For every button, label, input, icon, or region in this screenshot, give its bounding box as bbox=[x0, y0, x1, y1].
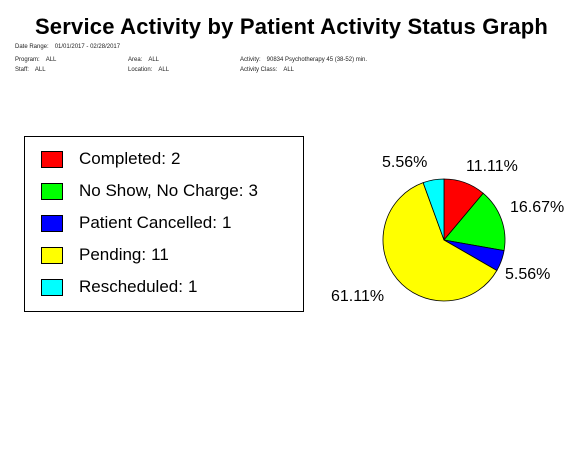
pie-slice-rescheduled bbox=[422, 178, 445, 241]
legend-value: 3 bbox=[248, 181, 258, 200]
location-filter: Location: ALL bbox=[128, 67, 169, 73]
program-label: Program: bbox=[15, 57, 40, 63]
pie-slice-no-show bbox=[443, 192, 506, 252]
area-label: Area: bbox=[128, 57, 143, 63]
legend-item-pending: Pending:11 bbox=[41, 243, 169, 267]
activity-class-filter: Activity Class: ALL bbox=[240, 67, 294, 73]
legend-swatch bbox=[41, 246, 63, 264]
area-value: ALL bbox=[148, 57, 160, 63]
legend-item-no-show: No Show, No Charge:3 bbox=[41, 179, 258, 203]
program-value: ALL bbox=[45, 57, 57, 63]
slice-percent-label: 16.67% bbox=[510, 199, 564, 216]
program-filter: Program: ALL bbox=[15, 57, 56, 63]
location-label: Location: bbox=[128, 67, 153, 73]
legend-swatch bbox=[41, 182, 63, 200]
slice-percent-label: 5.56% bbox=[505, 266, 550, 283]
legend-swatch bbox=[41, 278, 63, 296]
activity-filter: Activity: 90834 Psychotherapy 45 (38-52) … bbox=[240, 57, 367, 63]
legend-value: 11 bbox=[151, 245, 169, 264]
staff-filter: Staff: ALL bbox=[15, 67, 46, 73]
legend-item-rescheduled: Rescheduled:1 bbox=[41, 275, 197, 299]
legend-label: Rescheduled bbox=[79, 277, 179, 296]
date-range: Date Range: 01/01/2017 - 02/28/2017 bbox=[15, 44, 120, 50]
activity-class-label: Activity Class: bbox=[240, 67, 278, 73]
legend-value: 2 bbox=[170, 149, 181, 168]
staff-label: Staff: bbox=[15, 67, 29, 73]
legend-swatch bbox=[41, 150, 63, 168]
location-value: ALL bbox=[158, 67, 170, 73]
slice-percent-label: 61.11% bbox=[331, 288, 384, 305]
area-filter: Area: ALL bbox=[128, 57, 159, 63]
activity-value: 90834 Psychotherapy 45 (38-52) min. bbox=[266, 57, 368, 63]
activity-class-value: ALL bbox=[283, 67, 295, 73]
pie-slice-pending bbox=[382, 182, 498, 302]
chart-title: Service Activity by Patient Activity Sta… bbox=[34, 14, 549, 39]
legend-label: No Show, No Charge bbox=[79, 181, 239, 200]
legend-item-patient-cancelled: Patient Cancelled:1 bbox=[41, 211, 231, 235]
legend-swatch bbox=[41, 214, 63, 232]
legend-value: 1 bbox=[222, 213, 232, 232]
activity-label: Activity: bbox=[240, 57, 261, 63]
legend-value: 1 bbox=[187, 277, 198, 296]
legend-label: Pending bbox=[79, 245, 142, 264]
date-range-label: Date Range: bbox=[15, 44, 49, 50]
date-range-value: 01/01/2017 - 02/28/2017 bbox=[54, 44, 121, 50]
chart-legend: Completed:2 No Show, No Charge:3 Patient… bbox=[24, 136, 304, 312]
slice-percent-label: 11.11% bbox=[466, 158, 518, 175]
staff-value: ALL bbox=[34, 67, 46, 73]
legend-label: Patient Cancelled bbox=[79, 213, 213, 232]
slice-percent-label: 5.56% bbox=[382, 154, 427, 171]
legend-label: Completed bbox=[79, 149, 162, 168]
pie-slice-patient-cancelled bbox=[443, 239, 505, 272]
pie-slice-completed bbox=[443, 178, 484, 242]
legend-item-completed: Completed:2 bbox=[41, 147, 180, 171]
